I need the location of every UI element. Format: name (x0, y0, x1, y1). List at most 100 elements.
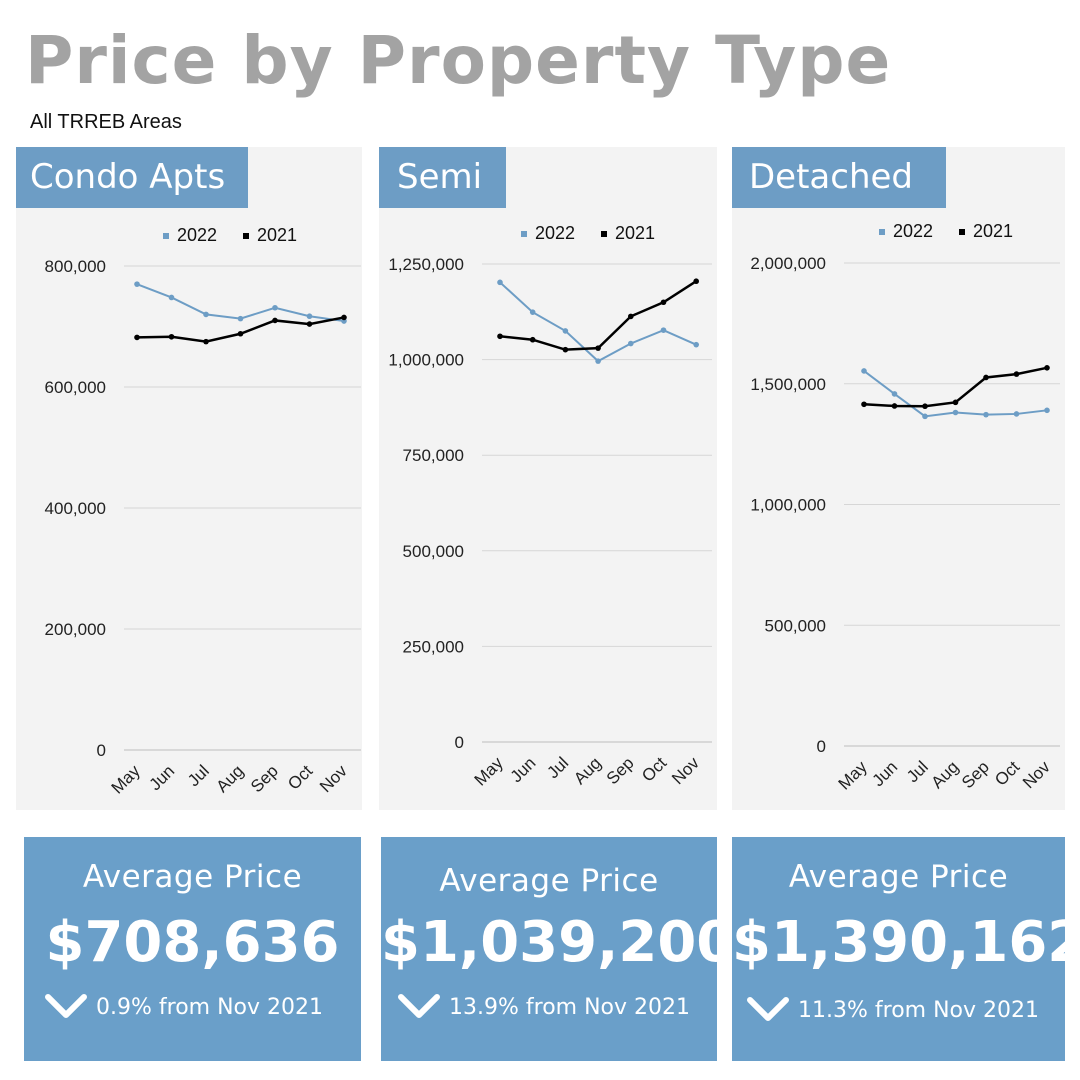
data-point-2021 (952, 399, 959, 406)
data-point-2021 (922, 403, 928, 410)
chevron-down-icon (45, 994, 87, 1018)
x-tick-label: Jul (543, 753, 572, 782)
x-tick-label: Jul (184, 761, 213, 790)
legend-label-2022: 2022 (535, 223, 575, 243)
data-point-2022 (861, 368, 867, 374)
data-point-2022 (562, 328, 569, 334)
data-point-2021 (1013, 371, 1020, 377)
x-tick-label: Nov (1019, 757, 1054, 792)
x-tick-label: Jun (507, 753, 540, 786)
series-line-2022 (136, 283, 345, 323)
data-point-2022 (237, 315, 244, 322)
data-point-2022 (891, 391, 898, 397)
legend-label-2021: 2021 (257, 225, 297, 245)
card-change-text: 13.9% from Nov 2021 (449, 994, 690, 1020)
y-tick-label: 400,000 (45, 499, 106, 518)
series-line-2021 (499, 280, 697, 351)
data-point-2021 (341, 314, 347, 321)
chart-panel-detached: Detached 0 500,000 1,000,000 1,500,000 2,000… (732, 147, 1065, 810)
legend-marker-2022 (521, 231, 527, 237)
x-tick-label: May (835, 757, 871, 793)
data-point-2022 (628, 340, 634, 347)
x-tick-label: Oct (991, 757, 1023, 789)
series-line-2022 (863, 370, 1048, 418)
y-tick-label: 200,000 (45, 620, 106, 639)
x-tick-label: Sep (247, 761, 282, 796)
data-point-2021 (272, 317, 278, 324)
average-price-card-detached: Average Price $1,390,162 11.3% from Nov … (732, 837, 1080, 1061)
line-chart-condo-apts: 0 200,000 400,000 600,000 800,000 May Jun Jul Au… (45, 225, 361, 798)
data-point-2021 (861, 401, 867, 408)
legend-label-2022: 2022 (177, 225, 217, 245)
page-subtitle: All TRREB Areas (30, 111, 182, 133)
legend-label-2022: 2022 (893, 221, 933, 241)
y-tick-label: 800,000 (45, 257, 106, 276)
data-point-2021 (1044, 365, 1050, 371)
x-tick-label: Nov (668, 753, 703, 788)
data-point-2021 (168, 333, 175, 340)
legend-label-2021: 2021 (973, 221, 1013, 241)
x-tick-label: Sep (603, 753, 638, 788)
data-point-2021 (660, 299, 667, 306)
x-tick-label: May (108, 761, 144, 797)
x-tick-label: Nov (316, 761, 351, 796)
y-tick-label: 1,500,000 (750, 375, 826, 394)
chart-panel-semi: Semi 0 250,000 500,000 750,000 1,000,000 1,25… (379, 147, 717, 810)
x-tick-label: Sep (958, 757, 993, 792)
legend-marker-2022 (879, 229, 885, 235)
average-price-card-condo-apts: Average Price $708,636 0.9% from Nov 202… (24, 837, 361, 1061)
y-tick-label: 1,250,000 (388, 255, 464, 274)
y-tick-label: 500,000 (765, 616, 826, 635)
card-change-text: 11.3% from Nov 2021 (798, 997, 1039, 1023)
legend-marker-2021 (243, 233, 249, 239)
card-change-text: 0.9% from Nov 2021 (96, 994, 323, 1020)
chevron-down-icon (398, 994, 440, 1018)
y-tick-label: 600,000 (45, 378, 106, 397)
data-point-2022 (595, 358, 601, 364)
data-point-2022 (1044, 407, 1050, 414)
y-tick-label: 1,000,000 (750, 496, 826, 515)
x-tick-label: Jun (869, 757, 902, 790)
card-label: Average Price (439, 863, 659, 899)
data-point-2022 (922, 413, 928, 420)
data-point-2022 (306, 313, 313, 320)
chart-title-tab: Detached (732, 147, 946, 208)
x-tick-label: Oct (284, 761, 316, 793)
data-point-2022 (529, 309, 536, 315)
data-point-2022 (1013, 411, 1020, 417)
data-point-2022 (497, 279, 503, 286)
x-tick-label: May (471, 753, 507, 789)
page-title: Price by Property Type (25, 22, 892, 99)
data-point-2021 (595, 345, 601, 351)
card-change: 11.3% from Nov 2021 (746, 990, 1039, 1030)
x-tick-label: Aug (928, 757, 963, 792)
data-point-2021 (306, 321, 313, 327)
card-value: $708,636 (45, 910, 340, 975)
data-point-2021 (134, 334, 140, 341)
x-tick-label: Jun (146, 761, 179, 794)
chart-title-tab: Condo Apts (16, 147, 248, 208)
data-point-2021 (562, 346, 569, 353)
x-tick-label: Jul (903, 757, 932, 786)
y-tick-label: 250,000 (403, 637, 464, 656)
data-point-2021 (203, 338, 209, 345)
x-tick-label: Aug (213, 761, 248, 796)
card-label: Average Price (788, 859, 1009, 895)
y-tick-label: 0 (97, 741, 106, 760)
data-point-2021 (693, 278, 699, 285)
y-tick-label: 0 (455, 733, 464, 752)
data-point-2021 (983, 374, 989, 381)
y-tick-label: 1,000,000 (388, 351, 464, 370)
data-point-2022 (168, 294, 175, 301)
card-value: $1,390,162 (732, 910, 1080, 975)
y-tick-label: 750,000 (403, 446, 464, 465)
data-point-2021 (628, 313, 634, 320)
legend-label-2021: 2021 (615, 223, 655, 243)
card-value: $1,039,200 (381, 910, 736, 975)
data-point-2022 (272, 304, 278, 311)
card-change: 0.9% from Nov 2021 (44, 987, 323, 1027)
legend-marker-2021 (601, 231, 607, 237)
y-tick-label: 2,000,000 (750, 254, 826, 273)
y-tick-label: 0 (817, 737, 826, 756)
chart-panel-condo-apts: Condo Apts 0 200,000 400,000 600,000 800,000… (16, 147, 362, 810)
